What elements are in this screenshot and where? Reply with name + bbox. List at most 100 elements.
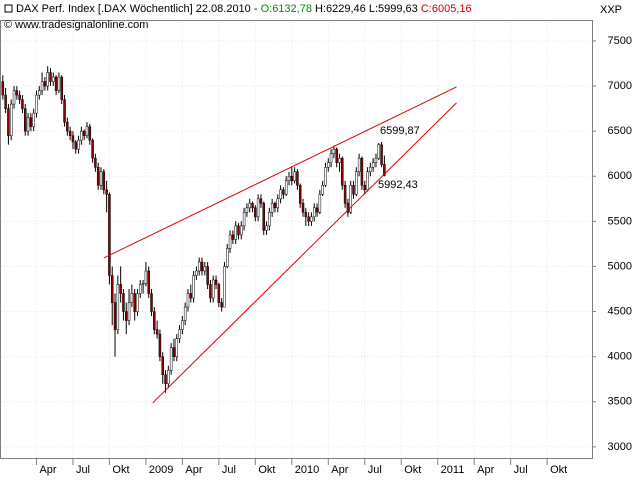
candle-body (77, 139, 80, 150)
chart-title: DAX Perf. Index [.DAX Wöchentlich] 22.08… (16, 3, 472, 15)
candle-body (139, 284, 142, 294)
candle-body (186, 293, 190, 308)
candle-body (273, 203, 277, 209)
candle-body (32, 112, 35, 127)
candle-body (248, 203, 251, 209)
candle-body (60, 76, 63, 100)
candle-body (374, 157, 378, 163)
candle-body (153, 311, 156, 330)
candle-body (363, 185, 366, 191)
candle-body (251, 203, 254, 209)
candle-body (46, 72, 49, 87)
candle-body (371, 162, 375, 168)
candle-body (105, 189, 108, 195)
candle-body (4, 94, 7, 109)
candle-body (147, 270, 150, 294)
x-tick-label: 2009 (149, 464, 173, 476)
candle-body (214, 279, 218, 285)
candle-body (256, 198, 260, 218)
y-tick-label: 3000 (608, 441, 632, 453)
open-value: O:6132,78 (261, 3, 312, 15)
candle-body (181, 320, 184, 330)
x-tick-label: Jul (222, 464, 236, 476)
candle-body (141, 283, 145, 285)
x-tick-label: Okt (550, 464, 567, 476)
title: DAX Perf. Index [.DAX Wöchentlich] 22.08… (16, 3, 258, 15)
candle-body (85, 126, 89, 136)
candle-body (155, 329, 159, 335)
candle-body (88, 126, 92, 141)
candle-body (63, 99, 66, 123)
plot-frame (0, 20, 593, 459)
x-tick-label: Okt (258, 464, 275, 476)
candles (1, 66, 386, 393)
candle-body (167, 369, 170, 384)
candle-body (24, 108, 27, 132)
candle-body (197, 261, 201, 272)
candle-body (183, 306, 187, 321)
high-value: H:6229,46 (315, 3, 366, 15)
candle-body (113, 302, 117, 330)
x-tick-label: Okt (112, 464, 129, 476)
candle-body (57, 76, 61, 91)
candle-body (26, 117, 30, 132)
candle-body (203, 266, 207, 272)
candle-body (287, 176, 291, 182)
candle-body (242, 212, 246, 227)
x-tick-label: Apr (331, 464, 348, 476)
candle-body (357, 157, 361, 172)
x-tick-label: Apr (185, 464, 202, 476)
candle-body (66, 121, 69, 132)
y-tick-label: 7500 (608, 35, 632, 47)
candle-body (40, 81, 44, 91)
candle-body (352, 185, 355, 195)
x-tick-label: 2011 (441, 464, 465, 476)
close-value: C:6005,16 (421, 3, 472, 15)
candle-body (35, 94, 38, 114)
candle-body (226, 248, 229, 267)
candle-body (18, 94, 21, 100)
candle-body (265, 225, 268, 231)
candle-body (284, 180, 288, 195)
candle-body (268, 212, 271, 227)
candle-body (341, 157, 344, 186)
candle-body (315, 207, 319, 213)
candle-body (282, 189, 285, 195)
series-icon (4, 4, 13, 13)
candle-body (296, 171, 299, 186)
candle-body (301, 203, 305, 213)
candle-body (125, 311, 128, 321)
candle-body (178, 329, 181, 339)
candle-body (318, 194, 322, 213)
candle-body (119, 284, 122, 294)
candle-body (175, 338, 179, 357)
candle-body (169, 347, 173, 371)
trend-line (103, 86, 457, 259)
candle-body (110, 275, 114, 303)
candle-body (276, 198, 280, 209)
candle-body (108, 194, 111, 276)
low-value: L:5999,63 (369, 3, 418, 15)
x-tick-label: Apr (39, 464, 56, 476)
candle-body (262, 203, 265, 231)
candle-body (99, 171, 103, 186)
candle-body (7, 108, 10, 136)
x-tick-label: 2010 (295, 464, 319, 476)
candle-body (346, 203, 350, 213)
candle-body (237, 225, 240, 236)
annotation: 6599,87 (380, 125, 420, 137)
candle-body (321, 185, 324, 195)
candle-body (245, 207, 249, 213)
y-tick-label: 3500 (608, 396, 632, 408)
candle-body (91, 139, 94, 159)
candle-body (335, 148, 338, 163)
x-tick-label: Jul (368, 464, 382, 476)
trend-line (152, 102, 457, 404)
candle-body (310, 216, 313, 222)
candle-body (136, 293, 139, 312)
candle-body (38, 90, 41, 96)
candle-body (102, 171, 106, 191)
candle-body (9, 103, 13, 136)
y-tick-label: 6500 (608, 125, 632, 137)
